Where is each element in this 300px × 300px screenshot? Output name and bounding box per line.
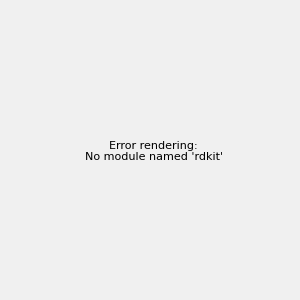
Text: Error rendering:
No module named 'rdkit': Error rendering: No module named 'rdkit' xyxy=(85,141,223,162)
